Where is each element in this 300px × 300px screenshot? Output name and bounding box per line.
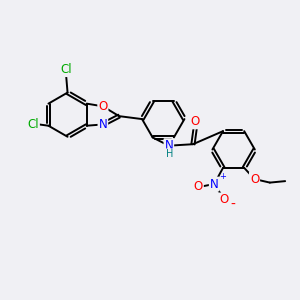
Text: O: O (98, 100, 107, 113)
Text: O: O (194, 180, 203, 193)
Text: -: - (231, 198, 236, 212)
Text: N: N (164, 139, 173, 152)
Text: H: H (166, 149, 174, 159)
Text: O: O (191, 115, 200, 128)
Text: Cl: Cl (27, 118, 39, 131)
Text: O: O (250, 172, 259, 186)
Text: Cl: Cl (60, 63, 72, 76)
Text: N: N (98, 118, 107, 131)
Text: +: + (220, 172, 226, 181)
Text: N: N (210, 178, 218, 190)
Text: O: O (219, 194, 228, 206)
